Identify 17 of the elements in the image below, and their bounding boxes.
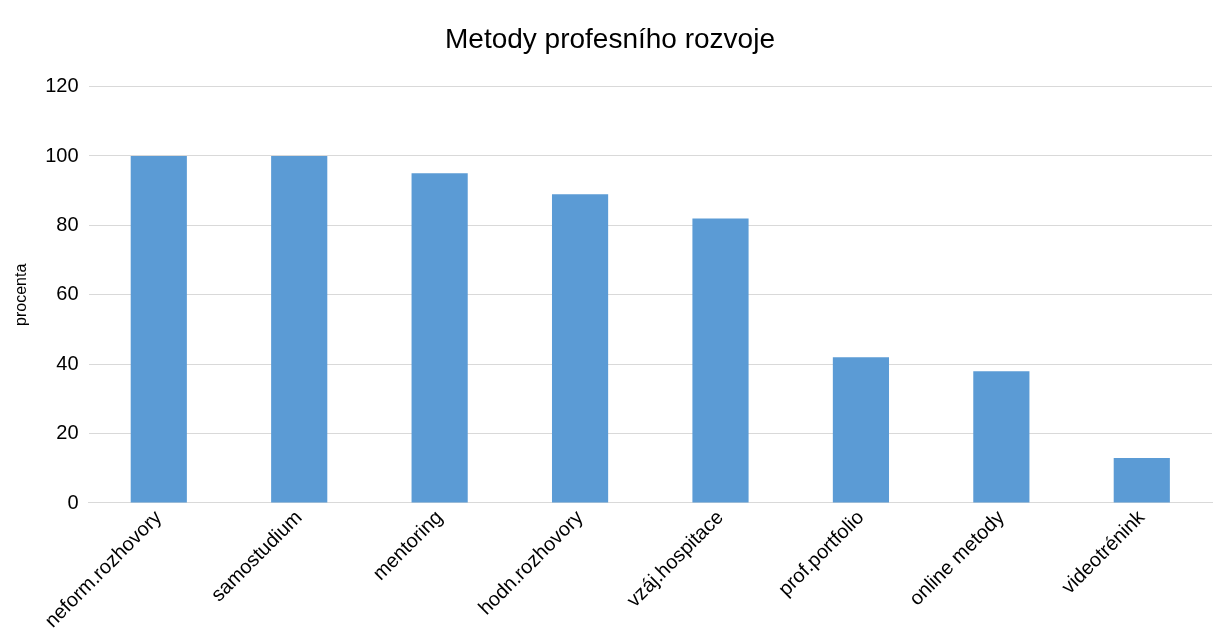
bar (973, 371, 1030, 503)
bar (411, 173, 468, 503)
chart-title: Metody profesního rozvoje (445, 22, 775, 54)
bar (832, 357, 890, 503)
bar (692, 218, 749, 503)
y-tick-label: 60 (56, 282, 79, 305)
y-tick-label: 20 (56, 421, 79, 444)
bar (551, 194, 609, 503)
y-tick-label: 100 (45, 143, 79, 166)
y-tick-label: 120 (45, 74, 79, 97)
bar (271, 156, 328, 503)
bar (130, 156, 187, 503)
y-axis-title: procenta (12, 263, 30, 326)
y-tick-label: 0 (67, 490, 79, 513)
y-tick-label: 40 (56, 351, 79, 374)
bar (1113, 457, 1170, 503)
y-tick-label: 80 (56, 212, 79, 235)
